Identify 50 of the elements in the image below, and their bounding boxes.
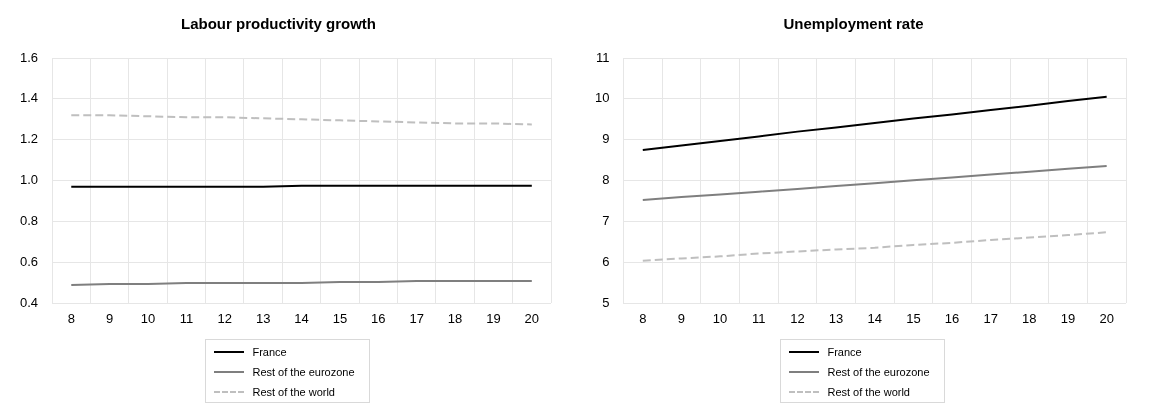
x-tick-label: 17 <box>409 310 424 326</box>
x-tick-label: 10 <box>140 310 156 326</box>
y-tick-label: 0.6 <box>19 254 39 270</box>
y-tick-label: 1.4 <box>19 90 39 106</box>
legend-label: Rest of the eurozone <box>252 366 355 378</box>
y-tick-label: 6 <box>602 254 610 270</box>
x-tick-label: 10 <box>712 310 728 326</box>
y-tick-label: 10 <box>594 90 610 106</box>
x-tick-label: 19 <box>486 310 501 326</box>
x-tick-label: 11 <box>179 310 194 326</box>
chart-title: Unemployment rate <box>783 15 924 33</box>
x-tick-label: 13 <box>255 310 271 326</box>
legend-label: Rest of the world <box>827 386 910 398</box>
x-tick-label: 16 <box>944 310 960 326</box>
x-tick-label: 13 <box>828 310 844 326</box>
x-tick-label: 8 <box>67 310 75 326</box>
x-tick-label: 17 <box>983 310 998 326</box>
x-tick-label: 8 <box>639 310 647 326</box>
y-tick-label: 1.6 <box>19 49 39 65</box>
y-tick-label: 5 <box>602 294 610 310</box>
x-tick-label: 18 <box>447 310 463 326</box>
x-tick-label: 19 <box>1060 310 1076 326</box>
x-tick-label: 15 <box>906 310 921 326</box>
y-tick-label: 8 <box>602 172 610 188</box>
y-tick-label: 1.2 <box>19 131 39 147</box>
y-tick-label: 0.8 <box>19 213 39 229</box>
line-series <box>70 114 533 126</box>
x-tick-label: 18 <box>1022 310 1037 326</box>
y-tick-label: 9 <box>602 131 610 147</box>
x-tick-label: 11 <box>752 310 766 326</box>
y-tick-label: 0.4 <box>19 294 39 310</box>
x-tick-label: 20 <box>524 310 540 326</box>
x-tick-label: 14 <box>294 310 309 326</box>
chart-title: Labour productivity growth <box>181 15 376 33</box>
x-tick-label: 12 <box>790 310 805 326</box>
x-tick-label: 14 <box>867 310 882 326</box>
legend-label: France <box>827 346 862 358</box>
y-tick-label: 11 <box>595 49 610 65</box>
legend-label: Rest of the eurozone <box>827 366 930 378</box>
line-series <box>641 231 1108 262</box>
x-tick-label: 20 <box>1099 310 1114 326</box>
y-tick-label: 1.0 <box>19 172 39 188</box>
legend-label: Rest of the world <box>252 386 335 398</box>
x-tick-label: 9 <box>677 310 686 326</box>
x-tick-label: 15 <box>332 310 348 326</box>
legend-label: France <box>252 346 287 358</box>
y-tick-label: 7 <box>602 213 610 229</box>
x-tick-label: 16 <box>371 310 386 326</box>
x-tick-label: 9 <box>106 310 114 326</box>
x-tick-label: 12 <box>217 310 233 326</box>
